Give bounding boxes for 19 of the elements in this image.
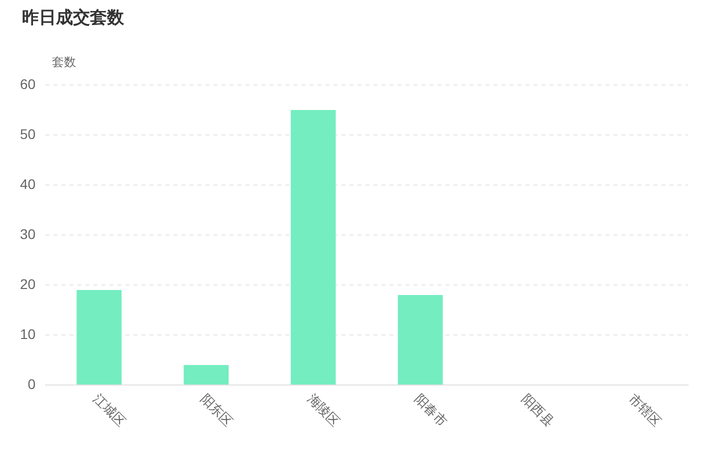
y-tick-label: 30: [20, 226, 36, 242]
y-tick-label: 40: [20, 176, 36, 192]
x-tick-label: 阳东区: [196, 392, 236, 430]
x-tick-label: 阳春市: [411, 392, 450, 430]
y-tick-label: 20: [20, 276, 36, 292]
y-axis-title: 套数: [52, 55, 76, 70]
y-tick-label: 0: [28, 376, 36, 392]
y-tick-label: 50: [20, 126, 36, 142]
bar: [398, 295, 443, 384]
bar: [184, 365, 229, 384]
x-tick-label: 海陵区: [304, 392, 342, 430]
x-tick-label: 阳西县: [518, 392, 556, 430]
y-tick-label: 10: [20, 326, 36, 342]
bar: [290, 110, 336, 384]
x-tick-label: 江城区: [90, 392, 128, 430]
chart-title: 昨日成交套数: [22, 7, 124, 29]
bar: [76, 290, 122, 384]
y-tick-label: 60: [20, 76, 36, 92]
x-tick-label: 市辖区: [625, 392, 664, 430]
